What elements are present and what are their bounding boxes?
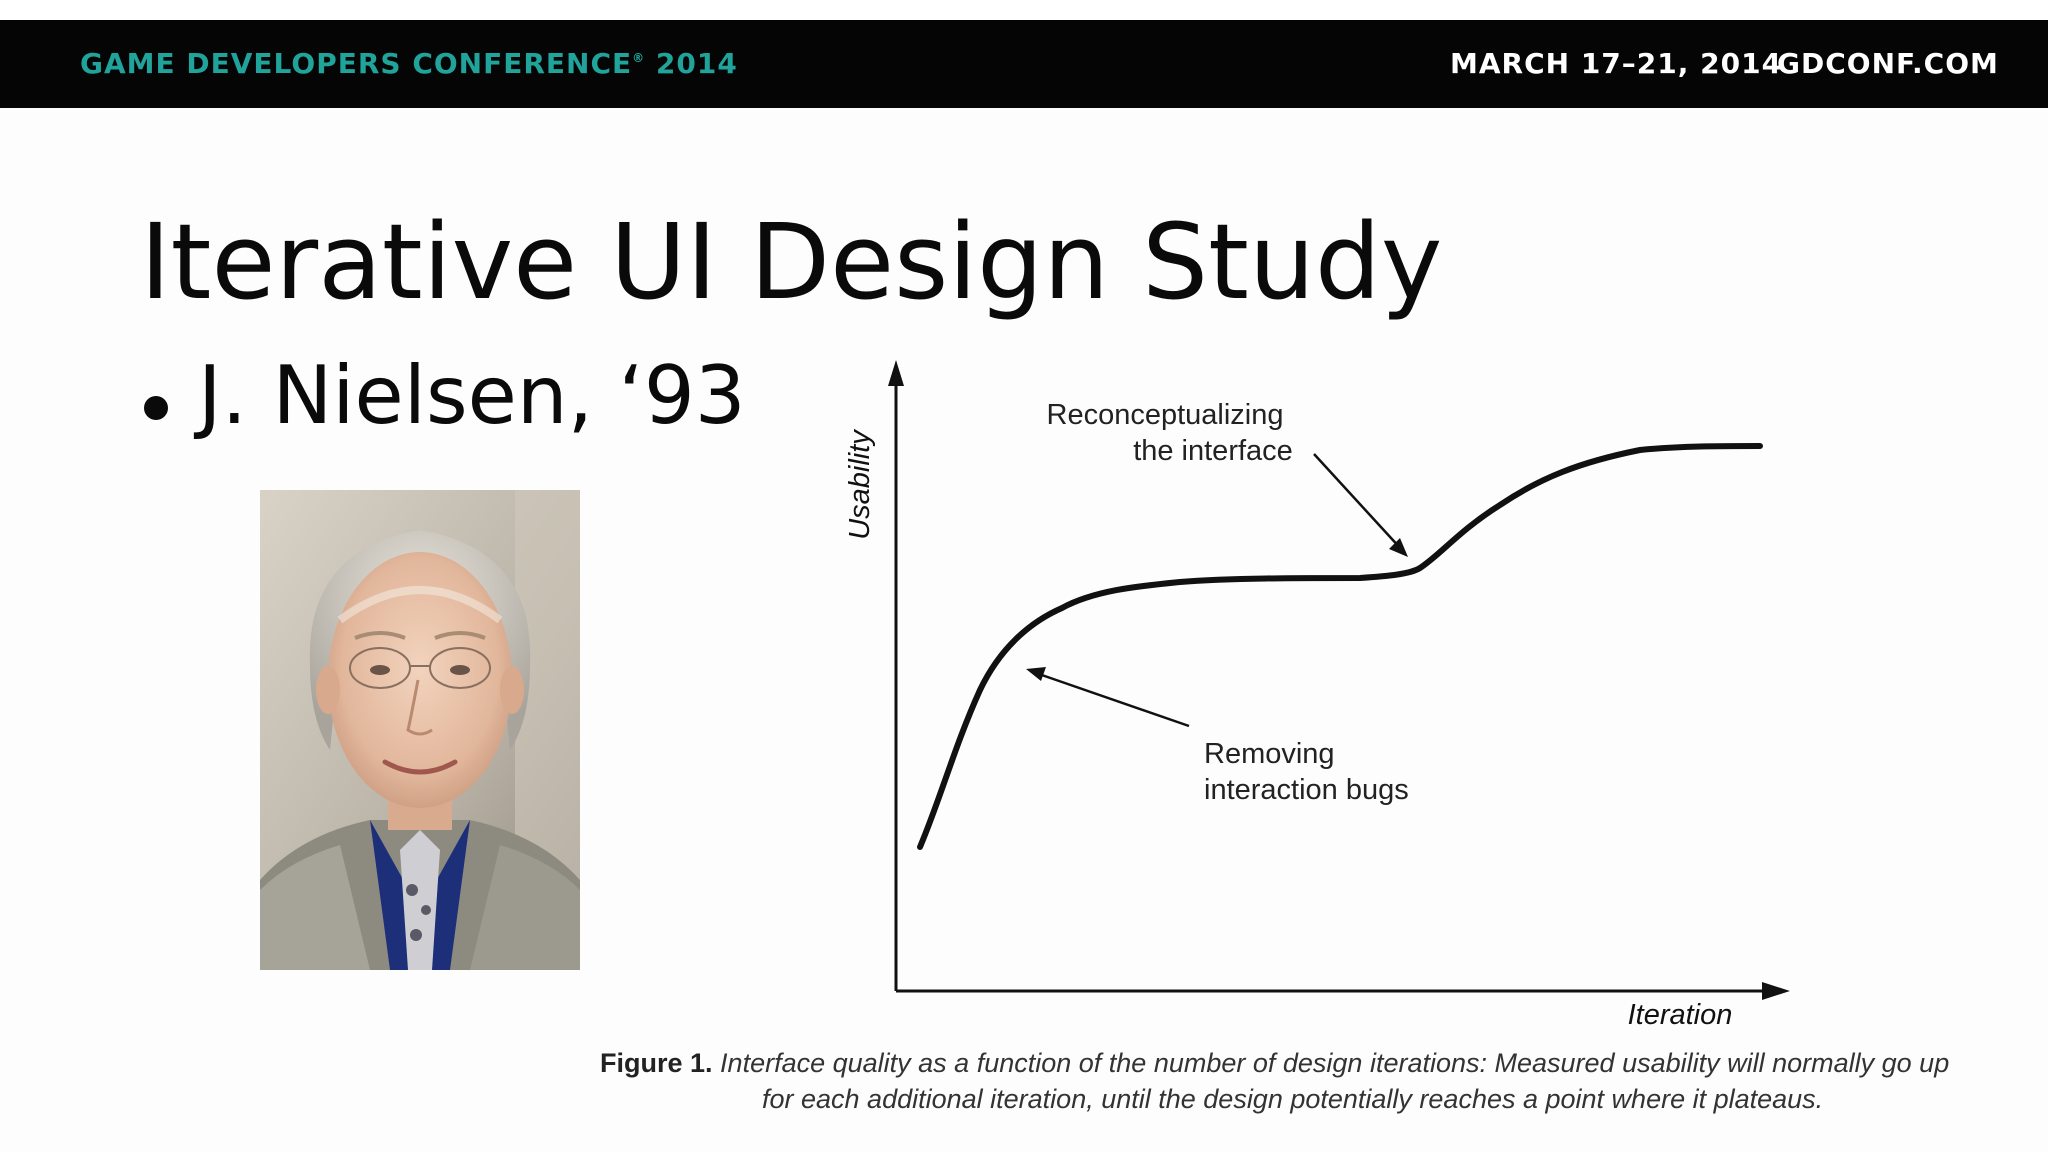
conference-title: GAME DEVELOPERS CONFERENCE bbox=[80, 47, 633, 80]
annotation-arrow-bottom-head-icon bbox=[1026, 667, 1046, 681]
annotation-reconceptualizing-line1: Reconceptualizing bbox=[1047, 399, 1284, 431]
bullet-item: J. Nielsen, ‘93 bbox=[198, 349, 746, 442]
x-axis-label: Iteration bbox=[1628, 999, 1733, 1031]
caption-label: Figure 1. bbox=[600, 1048, 713, 1078]
annotation-removing-line2: interaction bugs bbox=[1204, 774, 1409, 806]
caption-line-1: Figure 1. Interface quality as a functio… bbox=[600, 1045, 2040, 1081]
figure-caption: Figure 1. Interface quality as a functio… bbox=[600, 1045, 2040, 1117]
portrait-photo bbox=[260, 490, 580, 970]
annotation-reconceptualizing-line2: the interface bbox=[1133, 435, 1293, 467]
top-strip bbox=[0, 0, 2048, 20]
caption-text-1: Interface quality as a function of the n… bbox=[720, 1048, 1950, 1078]
annotation-arrow-top-head-icon bbox=[1389, 538, 1408, 557]
conference-banner: GAME DEVELOPERS CONFERENCE® 2014 MARCH 1… bbox=[0, 20, 2048, 108]
conference-name: GAME DEVELOPERS CONFERENCE® 2014 bbox=[80, 50, 738, 78]
y-axis-label: Usability bbox=[844, 429, 876, 540]
annotation-removing-line1: Removing bbox=[1204, 738, 1335, 770]
conference-year: 2014 bbox=[655, 47, 738, 80]
bullet-icon bbox=[144, 396, 168, 420]
x-axis-arrow-icon bbox=[1762, 982, 1790, 1000]
registered-mark: ® bbox=[632, 51, 646, 65]
annotation-arrow-top bbox=[1313, 453, 1403, 551]
conference-website: GDCONF.COM bbox=[1777, 47, 1999, 80]
conference-dates: MARCH 17–21, 2014 bbox=[1450, 47, 1783, 80]
y-axis-arrow-icon bbox=[888, 360, 904, 386]
annotation-arrow-bottom bbox=[1035, 671, 1190, 728]
caption-line-2: for each additional iteration, until the… bbox=[762, 1084, 1824, 1114]
usability-graph: Usability Iteration Reconceptualizing th… bbox=[844, 360, 1790, 1031]
usability-curve bbox=[917, 443, 1763, 850]
slide-title: Iterative UI Design Study bbox=[140, 201, 1443, 323]
